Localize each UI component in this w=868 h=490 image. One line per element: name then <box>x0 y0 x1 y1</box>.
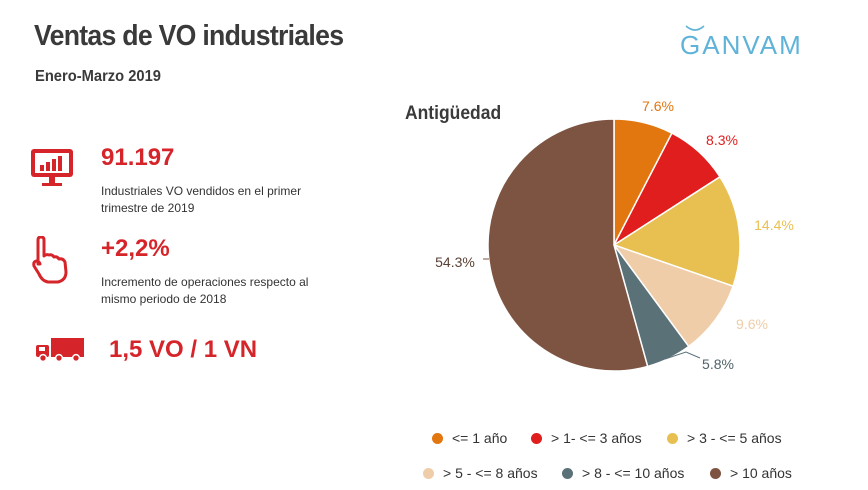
legend-label-3: > 5 - <= 8 años <box>443 465 538 481</box>
pie-leader-gt8le10 <box>664 351 701 360</box>
page-subtitle: Enero-Marzo 2019 <box>35 68 161 85</box>
legend-label-5: > 10 años <box>730 465 792 481</box>
legend-item-0: <= 1 año <box>432 430 507 446</box>
legend-label-0: <= 1 año <box>452 430 508 446</box>
stat-sales-desc-line2: trimestre de 2019 <box>101 201 195 215</box>
ganvam-logo: GANVAM <box>680 25 803 61</box>
pie-label-gt10: 54.3% <box>435 254 475 270</box>
legend-label-1: > 1- <= 3 años <box>551 430 642 446</box>
legend-swatch-1 <box>531 432 542 444</box>
legend-item-5: > 10 años <box>710 465 792 481</box>
stat-ratio-value: 1,5 VO / 1 VN <box>109 336 258 363</box>
legend-swatch-5 <box>710 467 721 479</box>
pie-label-gt3le5: 14.4% <box>754 217 794 233</box>
truck-icon <box>36 338 84 362</box>
legend-item-3: > 5 - <= 8 años <box>423 465 538 481</box>
stat-sales-desc: Industriales VO vendidos en el primer tr… <box>101 183 341 217</box>
legend-label-4: > 8 - <= 10 años <box>582 465 685 481</box>
legend-swatch-0 <box>432 432 443 444</box>
pie-label-gt8le10: 5.8% <box>702 356 734 372</box>
legend-swatch-3 <box>423 467 434 479</box>
stat-growth-desc: Incremento de operaciones respecto al mi… <box>101 274 341 308</box>
legend-item-4: > 8 - <= 10 años <box>562 465 684 481</box>
legend-swatch-4 <box>562 467 573 479</box>
logo-arc-icon <box>685 25 705 31</box>
legend-label-2: > 3 - <= 5 años <box>687 430 782 446</box>
stat-growth-desc-line1: Incremento de operaciones respecto al <box>101 275 309 289</box>
pie-slice-gt10 <box>487 118 649 372</box>
legend-item-1: > 1- <= 3 años <box>531 430 642 446</box>
legend-swatch-2 <box>667 432 678 444</box>
pie-slice-gt3le5 <box>612 175 741 288</box>
pie-label-gt1le3: 8.3% <box>706 132 738 148</box>
page-title: Ventas de VO industriales <box>34 20 344 52</box>
chart-title: Antigüedad <box>405 103 502 124</box>
pie-slice-gt5le8 <box>611 243 735 348</box>
pie-label-le1: 7.6% <box>642 98 674 114</box>
pointing-hand-icon <box>32 236 68 284</box>
stat-growth-desc-line2: mismo periodo de 2018 <box>101 292 227 306</box>
logo-text: GANVAM <box>680 30 803 60</box>
stat-growth-value: +2,2% <box>101 235 170 262</box>
stat-sales-value: 91.197 <box>101 144 175 171</box>
monitor-chart-icon <box>31 149 73 186</box>
stat-sales-desc-line1: Industriales VO vendidos en el primer <box>101 184 302 198</box>
legend-item-2: > 3 - <= 5 años <box>667 430 782 446</box>
pie-label-gt5le8: 9.6% <box>736 316 768 332</box>
